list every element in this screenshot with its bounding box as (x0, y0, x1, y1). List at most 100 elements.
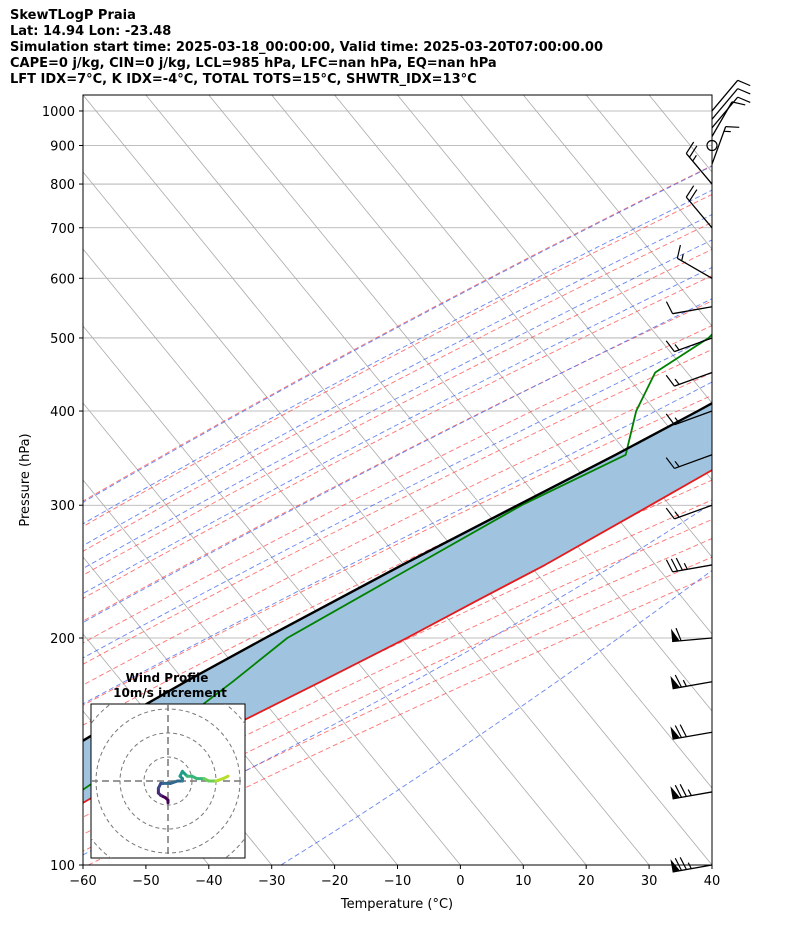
barb-shaft (685, 152, 713, 185)
y-tick-label: 800 (50, 178, 75, 193)
barb-shaft (674, 337, 713, 353)
wind-barb (665, 454, 713, 470)
profile-lines (83, 333, 712, 804)
dewpoint-line (83, 333, 712, 791)
y-tick-label: 300 (50, 499, 75, 514)
moist-adiabat (83, 266, 712, 595)
hodograph-subtitle: 10m/s increment (113, 686, 227, 700)
dry-adiabat (83, 518, 712, 818)
barb-full-flag (679, 784, 687, 797)
wind-barb (670, 674, 713, 690)
barb-shaft (672, 637, 713, 643)
isotherm (83, 171, 650, 865)
barb-half-flag (687, 789, 692, 796)
moist-adiabat (83, 502, 712, 856)
barb-pennant (670, 786, 680, 799)
barb-shaft (677, 257, 713, 279)
barb-full-flag (665, 413, 675, 426)
barb-full-flag (685, 141, 695, 154)
x-tick-label: 20 (578, 874, 595, 889)
wind-barb (665, 504, 713, 520)
instability-parameters: CAPE=0 j/kg, CIN=0 j/kg, LCL=985 hPa, LF… (10, 56, 497, 71)
wind-barb (670, 724, 713, 740)
barb-full-flag (737, 96, 751, 103)
x-tick-label: −20 (321, 874, 348, 889)
y-tick-label: 600 (50, 272, 75, 287)
barb-half-flag (674, 417, 680, 424)
dry-adiabat (83, 193, 712, 528)
moist-adiabat (83, 214, 712, 547)
moist-adiabat (280, 569, 712, 865)
wind-barb (665, 371, 713, 387)
y-tick-label: 200 (50, 632, 75, 647)
x-tick-label: 10 (515, 874, 532, 889)
wind-barb (670, 857, 713, 873)
barb-half-flag (692, 155, 697, 162)
isotherm (83, 248, 587, 865)
simulation-times: Simulation start time: 2025-03-18_00:00:… (10, 40, 603, 55)
barb-half-flag (687, 862, 692, 869)
axis-ticks: −60 −50 −40 −30 −20 −10 0 10 20 30 40 100 200 300 400 5… (42, 105, 720, 889)
barb-pennant (670, 675, 680, 689)
dry-adiabat (83, 165, 712, 502)
isotherm (460, 95, 712, 404)
x-tick-label: 30 (641, 874, 658, 889)
barb-shaft (711, 126, 727, 165)
hodograph-title: Wind Profile (126, 671, 209, 685)
barb-full-flag (737, 88, 751, 95)
barb-full-flag (737, 79, 751, 87)
moist-adiabat (83, 239, 712, 570)
barb-half-flag (674, 460, 680, 468)
isotherm (711, 95, 712, 96)
wind-barb (711, 126, 740, 165)
cape-shading (83, 403, 712, 803)
x-tick-label: 40 (704, 874, 721, 889)
isotherm (83, 402, 461, 865)
wind-barb (676, 244, 713, 279)
dry-adiabat (83, 248, 712, 576)
barb-shaft (674, 410, 713, 426)
wind-barb (665, 410, 713, 426)
x-tick-label: −50 (132, 874, 159, 889)
barb-full-flag (665, 374, 675, 387)
wind-barb (665, 337, 713, 353)
barb-half-flag (674, 344, 680, 351)
wind-barb (685, 185, 713, 229)
barb-full-flag (674, 674, 683, 688)
y-tick-label: 500 (50, 332, 75, 347)
barb-shaft (674, 371, 713, 387)
isotherm (522, 95, 712, 327)
background-lines (83, 95, 794, 865)
parcel-path-line (83, 401, 712, 743)
y-tick-label: 100 (50, 859, 75, 874)
barb-half-flag (682, 679, 687, 687)
hodograph-trace (221, 774, 230, 781)
dry-adiabat (83, 499, 712, 801)
station-location: Lat: 14.94 Lon: -23.48 (10, 24, 172, 39)
dry-adiabat (83, 300, 712, 622)
barb-full-flag (665, 507, 675, 520)
isotherm (208, 95, 712, 712)
dry-adiabat (83, 537, 712, 835)
moist-adiabat (83, 165, 712, 503)
barb-full-flag (725, 126, 740, 128)
isotherm (397, 95, 712, 481)
barb-shaft (672, 864, 713, 873)
barb-full-flag (731, 101, 746, 106)
isotherm (271, 95, 712, 635)
x-tick-label: −30 (258, 874, 285, 889)
chart-title: SkewTLogP Praia (10, 8, 136, 23)
wind-barb (670, 784, 713, 800)
barb-half-flag (683, 562, 688, 570)
dry-adiabat (83, 348, 712, 665)
dry-adiabat (83, 221, 712, 552)
calm-wind-circle (706, 139, 718, 152)
x-tick-label: 0 (456, 874, 464, 889)
barb-shaft (672, 306, 713, 315)
x-tick-label: −10 (384, 874, 411, 889)
dry-adiabat (83, 372, 712, 686)
mixing-ratio-line (733, 95, 794, 278)
wind-barb (711, 96, 751, 129)
x-tick-label: −60 (69, 874, 96, 889)
barb-pennant (670, 726, 680, 740)
